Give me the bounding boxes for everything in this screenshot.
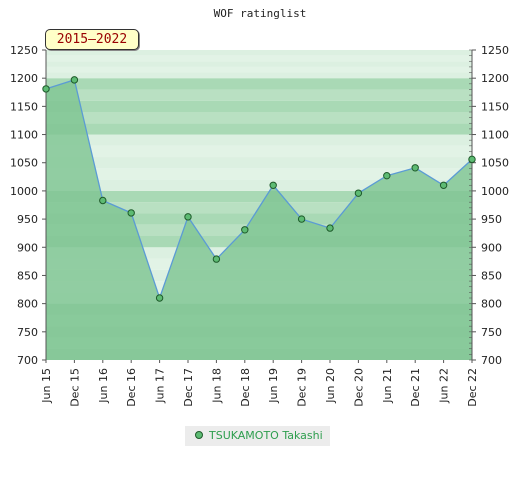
y-tick-label: 1250 — [481, 44, 509, 57]
y-tick-label: 700 — [481, 354, 502, 367]
data-point — [99, 196, 107, 205]
y-tick-label: 900 — [481, 241, 502, 254]
band-stripe — [46, 123, 472, 135]
y-tick-label: 1150 — [481, 100, 509, 113]
y-tick-label: 1000 — [481, 185, 509, 198]
data-point — [354, 189, 363, 197]
y-tick-label: 750 — [481, 326, 502, 339]
x-tick-label: Dec 15 — [68, 368, 81, 407]
band-stripe — [46, 61, 472, 67]
y-tick-label: 950 — [17, 213, 38, 226]
y-tick-label: 900 — [17, 241, 38, 254]
y-tick-label: 1200 — [481, 72, 509, 85]
period-badge: 2015–2022 — [45, 29, 139, 50]
y-tick-label: 750 — [17, 326, 38, 339]
area-layer — [45, 79, 473, 360]
y-tick-label: 1250 — [10, 44, 38, 57]
band-stripe — [46, 112, 472, 124]
band-stripe — [46, 157, 472, 169]
data-point — [326, 224, 334, 232]
legend: TSUKAMOTO Takashi — [185, 426, 330, 446]
band-stripe — [46, 190, 472, 203]
y-tick-label: 950 — [481, 213, 502, 226]
band-stripe — [46, 100, 472, 112]
data-point — [155, 294, 164, 302]
band-stripe — [46, 168, 472, 180]
x-tick-label: Dec 16 — [125, 368, 138, 407]
data-markers — [42, 76, 476, 302]
x-tick-label: Dec 20 — [352, 368, 365, 407]
x-tick-label: Dec 21 — [409, 368, 422, 407]
band-stripe — [46, 78, 472, 90]
data-point — [42, 85, 50, 93]
y-axis-left: 700 750 800 850 900 950 1000 1050 1100 1150 1200 12… — [10, 44, 46, 367]
x-axis-labels: Jun 15 Dec 15 Jun 16 Dec 16 Jun 17 Dec 17 Jun … — [40, 360, 479, 407]
data-point — [439, 181, 448, 189]
series-line — [45, 79, 473, 301]
data-point — [269, 181, 277, 189]
x-tick-label: Dec 19 — [296, 368, 309, 407]
x-tick-label: Jun 20 — [324, 368, 337, 404]
data-point — [411, 164, 419, 172]
data-point — [212, 255, 221, 263]
data-point — [383, 171, 391, 180]
x-tick-label: Jun 15 — [40, 368, 53, 404]
y-axis-right: 700 750 800 850 900 950 1000 1050 1100 1150 1200 12… — [472, 44, 509, 367]
series-area — [46, 79, 472, 360]
y-tick-label: 1100 — [481, 129, 509, 142]
y-tick-label: 800 — [481, 298, 502, 311]
data-point — [70, 76, 79, 84]
x-tick-label: Dec 18 — [239, 368, 252, 407]
data-point — [127, 209, 135, 217]
band-stripe — [46, 89, 472, 101]
legend-label: TSUKAMOTO Takashi — [209, 429, 323, 442]
y-tick-label: 1050 — [481, 157, 509, 170]
y-tick-label: 850 — [481, 269, 502, 282]
y-tick-label: 1050 — [10, 157, 38, 170]
x-tick-label: Jun 22 — [438, 368, 451, 404]
x-tick-label: Jun 21 — [381, 368, 394, 404]
y-tick-label: 1000 — [10, 185, 38, 198]
legend-marker-icon — [195, 431, 203, 439]
y-tick-label: 850 — [17, 269, 38, 282]
y-tick-label: 700 — [17, 354, 38, 367]
y-tick-label: 800 — [17, 298, 38, 311]
band-stripe — [46, 50, 472, 56]
band-stripe — [46, 66, 472, 73]
y-tick-label: 1100 — [10, 129, 38, 142]
chart-title: WOF ratinglist — [214, 7, 307, 20]
y-tick-label: 1200 — [10, 72, 38, 85]
x-tick-label: Jun 18 — [210, 368, 223, 404]
band-stripe — [46, 72, 472, 79]
data-point — [241, 226, 249, 234]
x-tick-label: Jun 19 — [267, 368, 280, 404]
x-tick-label: Jun 16 — [97, 368, 110, 404]
y-tick-label: 1150 — [10, 100, 38, 113]
x-tick-label: Jun 17 — [154, 368, 167, 404]
data-point — [468, 155, 476, 164]
band-stripe — [46, 179, 472, 191]
data-point — [297, 215, 306, 223]
data-point — [184, 213, 192, 221]
axes — [45, 50, 473, 360]
band-stripe — [46, 134, 472, 146]
band-stripe — [46, 55, 472, 62]
x-tick-label: Dec 22 — [466, 368, 479, 407]
x-tick-label: Dec 17 — [182, 368, 195, 407]
band-stripe — [46, 145, 472, 158]
